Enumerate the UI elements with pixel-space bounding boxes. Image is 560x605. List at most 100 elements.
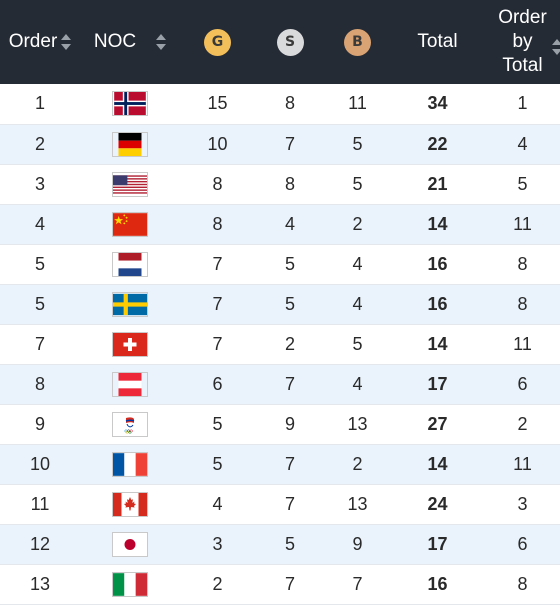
gold-column-header[interactable]: G — [180, 0, 255, 84]
table-row[interactable]: 10 5 7 2 14 11 — [0, 444, 560, 484]
bronze-count-cell: 5 — [352, 173, 363, 194]
total-count-cell: 17 — [427, 373, 448, 394]
order-by-total-cell: 3 — [517, 493, 528, 514]
silver-count-cell: 5 — [284, 533, 295, 554]
gold-count-cell: 8 — [212, 213, 223, 234]
order-by-total-label-line3: Total — [502, 55, 543, 76]
germany-flag-icon[interactable] — [113, 132, 147, 156]
gold-count-cell: 10 — [207, 133, 228, 154]
order-cell: 12 — [29, 533, 51, 554]
bronze-medal-icon: B — [344, 28, 371, 56]
bronze-count-cell: 2 — [352, 453, 363, 474]
bronze-count-cell: 2 — [352, 213, 363, 234]
order-by-total-column-header[interactable]: Order by Total — [485, 0, 560, 84]
gold-count-cell: 7 — [212, 333, 223, 354]
noc-cell — [80, 324, 180, 364]
bronze-count-cell: 9 — [352, 533, 363, 554]
order-cell: 3 — [34, 173, 45, 194]
table-row[interactable]: 3 8 8 5 21 5 — [0, 164, 560, 204]
silver-count-cell: 8 — [284, 93, 295, 114]
total-count-cell: 16 — [427, 293, 448, 314]
table-row[interactable]: 5 7 5 4 16 8 — [0, 244, 560, 284]
gold-count-cell: 7 — [212, 293, 223, 314]
noc-cell — [80, 564, 180, 604]
total-count-cell: 27 — [427, 413, 448, 434]
order-cell: 1 — [34, 93, 45, 114]
total-count-cell: 34 — [427, 93, 448, 114]
total-header-label: Total — [417, 31, 458, 52]
roc-emblem-icon[interactable] — [113, 412, 147, 436]
order-cell: 5 — [34, 253, 45, 274]
table-row[interactable]: 12 3 5 9 17 6 — [0, 524, 560, 564]
order-by-total-cell: 5 — [517, 173, 528, 194]
table-row[interactable]: 7 7 2 5 14 11 — [0, 324, 560, 364]
table-row[interactable]: 8 6 7 4 17 6 — [0, 364, 560, 404]
silver-count-cell: 5 — [284, 253, 295, 274]
order-cell: 7 — [34, 333, 45, 354]
bronze-count-cell: 11 — [348, 93, 367, 114]
noc-cell — [80, 244, 180, 284]
switzerland-flag-icon[interactable] — [113, 332, 147, 356]
table-row[interactable]: 9 5 9 13 27 2 — [0, 404, 560, 444]
order-by-total-cell: 6 — [517, 533, 528, 554]
bronze-count-cell: 7 — [352, 573, 363, 594]
noc-cell — [80, 124, 180, 164]
silver-count-cell: 7 — [284, 133, 295, 154]
france-flag-icon[interactable] — [113, 452, 147, 476]
usa-flag-icon[interactable] — [113, 173, 147, 196]
header-row: Order NOC G S B Total Order by Total — [0, 0, 560, 84]
table-row[interactable]: 13 2 7 7 16 8 — [0, 564, 560, 604]
bronze-column-header[interactable]: B — [325, 0, 390, 84]
bronze-count-cell: 13 — [347, 413, 368, 434]
bronze-count-cell: 5 — [352, 133, 363, 154]
order-column-header[interactable]: Order — [0, 0, 80, 84]
table-row[interactable]: 4 8 4 2 14 11 — [0, 204, 560, 244]
table-row[interactable]: 11 4 7 13 24 3 — [0, 484, 560, 524]
total-count-cell: 21 — [427, 173, 448, 194]
silver-count-cell: 5 — [284, 293, 295, 314]
total-count-cell: 17 — [427, 533, 448, 554]
silver-column-header[interactable]: S — [255, 0, 325, 84]
sort-arrows-icon[interactable] — [552, 39, 560, 55]
bronze-count-cell: 4 — [352, 373, 363, 394]
noc-column-header[interactable]: NOC — [80, 0, 180, 84]
gold-count-cell: 8 — [212, 173, 223, 194]
order-cell: 5 — [34, 293, 45, 314]
table-row[interactable]: 5 7 5 4 16 8 — [0, 284, 560, 324]
gold-count-cell: 15 — [207, 93, 228, 114]
china-flag-icon[interactable] — [113, 212, 147, 236]
bronze-count-cell: 4 — [352, 293, 363, 314]
order-cell: 11 — [30, 493, 50, 514]
noc-cell — [80, 204, 180, 244]
sweden-flag-icon[interactable] — [113, 293, 147, 316]
italy-flag-icon[interactable] — [113, 572, 147, 596]
norway-flag-icon[interactable] — [113, 92, 147, 116]
netherlands-flag-icon[interactable] — [113, 252, 147, 276]
noc-cell — [80, 284, 180, 324]
silver-count-cell: 9 — [284, 413, 295, 434]
noc-cell — [80, 484, 180, 524]
silver-medal-icon: S — [276, 28, 304, 56]
gold-count-cell: 5 — [212, 413, 223, 434]
noc-cell — [80, 524, 180, 564]
sort-arrows-icon[interactable] — [156, 34, 167, 50]
total-column-header[interactable]: Total — [390, 0, 485, 84]
silver-count-cell: 7 — [284, 493, 295, 514]
order-by-total-cell: 11 — [513, 213, 532, 234]
order-cell: 9 — [34, 413, 45, 434]
table-row[interactable]: 1 15 8 11 34 1 — [0, 84, 560, 124]
japan-flag-icon[interactable] — [113, 532, 147, 556]
order-cell: 2 — [34, 133, 45, 154]
sort-arrows-icon[interactable] — [61, 34, 72, 50]
total-count-cell: 14 — [427, 453, 448, 474]
noc-cell — [80, 404, 180, 444]
order-by-total-label-line2: by — [512, 31, 533, 52]
silver-count-cell: 7 — [284, 573, 295, 594]
canada-flag-icon[interactable] — [113, 492, 147, 516]
austria-flag-icon[interactable] — [113, 372, 147, 396]
table-row[interactable]: 2 10 7 5 22 4 — [0, 124, 560, 164]
gold-count-cell: 2 — [212, 573, 223, 594]
order-by-total-cell: 6 — [517, 373, 528, 394]
gold-count-cell: 5 — [212, 453, 223, 474]
order-cell: 4 — [34, 213, 45, 234]
